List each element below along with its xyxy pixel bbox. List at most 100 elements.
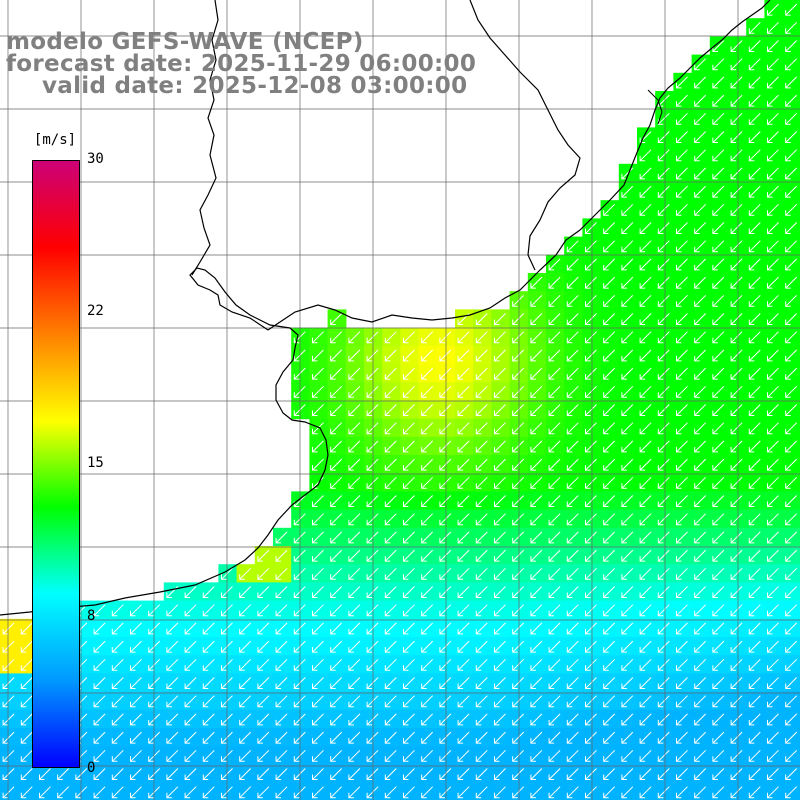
wind-arrow [439,349,452,362]
wind-arrow [657,768,670,780]
wind-arrow [585,713,597,726]
wind-arrow [530,385,543,398]
wind-arrow [639,567,652,580]
wind-arrow [657,331,670,344]
wind-arrow [530,713,543,726]
wind-arrow [767,222,779,234]
wind-arrow [421,349,434,362]
wind-arrow [712,731,725,744]
wind-arrow [748,112,761,125]
wind-arrow [603,313,616,325]
wind-arrow [657,749,670,762]
wind-arrow [694,422,707,435]
wind-arrow [712,749,725,762]
wind-arrow [767,21,779,34]
wind-arrow [785,185,798,198]
river-delta [647,89,663,125]
wind-arrow [403,458,415,471]
wind-arrow [330,749,343,762]
wind-arrow [20,786,33,799]
wind-arrow [639,549,652,562]
wind-arrow [202,695,215,708]
wind-arrow [275,586,288,598]
wind-arrow [694,58,707,71]
wind-arrow [712,567,725,580]
wind-arrow [475,476,488,489]
wind-arrow [657,222,670,234]
wind-arrow [621,713,634,726]
wind-arrow [384,749,397,762]
wind-arrow [184,586,197,598]
wind-arrow [694,731,707,744]
wind-arrow [257,549,270,562]
wind-arrow [348,458,361,471]
wind-arrow [439,622,452,635]
wind-arrow [366,677,379,689]
wind-arrow [312,567,324,580]
wind-arrow [2,677,15,689]
wind-arrow [639,331,652,344]
wind-arrow [366,476,379,489]
wind-arrow [694,768,707,780]
wind-arrow [184,677,197,689]
wind-arrow [512,731,525,744]
wind-arrow [712,349,725,362]
wind-arrow [676,640,688,653]
wind-arrow [202,658,215,671]
wind-arrow [184,713,197,726]
wind-arrow [639,367,652,380]
wind-arrow [2,695,15,708]
wind-arrow [548,586,561,598]
wind-arrow [202,604,215,617]
wind-arrow [621,222,634,234]
wind-arrow [475,367,488,380]
wind-arrow [657,586,670,598]
wind-arrow [475,768,488,780]
wind-arrow [621,604,634,617]
wind-arrow [275,531,288,544]
wind-arrow [494,422,506,435]
colorbar [32,160,80,768]
wind-arrow [566,531,579,544]
wind-arrow [312,695,324,708]
wind-arrow [785,476,798,489]
wind-arrow [639,149,652,162]
wind-arrow [639,422,652,435]
wind-arrow [639,167,652,180]
wind-arrow [730,422,743,435]
wind-arrow [585,349,597,362]
wind-arrow [621,549,634,562]
wind-arrow [694,586,707,598]
wind-arrow [748,222,761,234]
wind-arrow [348,440,361,453]
wind-arrow [621,731,634,744]
wind-arrow [548,731,561,744]
wind-arrow [366,786,379,799]
wind-arrow [130,713,142,726]
wind-arrow [676,367,688,380]
colorbar-tick-30: 30 [87,151,104,167]
wind-arrow [621,203,634,216]
wind-arrow [457,567,470,580]
wind-arrow [785,513,798,526]
wind-arrow [475,513,488,526]
wind-arrow [130,677,142,689]
wind-arrow [548,695,561,708]
wind-arrow [512,749,525,762]
wind-arrow [730,567,743,580]
wind-arrow [457,640,470,653]
wind-arrow [712,404,725,416]
wind-arrow [530,458,543,471]
wind-arrow [748,713,761,726]
wind-arrow [202,768,215,780]
colorbar-tick-0: 0 [87,760,96,776]
wind-arrow [475,786,488,799]
wind-arrow [366,404,379,416]
wind-arrow [767,513,779,526]
wind-arrow [2,713,15,726]
wind-arrow [730,131,743,143]
wind-arrow [730,677,743,689]
wind-arrow [275,731,288,744]
wind-arrow [730,349,743,362]
wind-arrow [494,331,506,344]
